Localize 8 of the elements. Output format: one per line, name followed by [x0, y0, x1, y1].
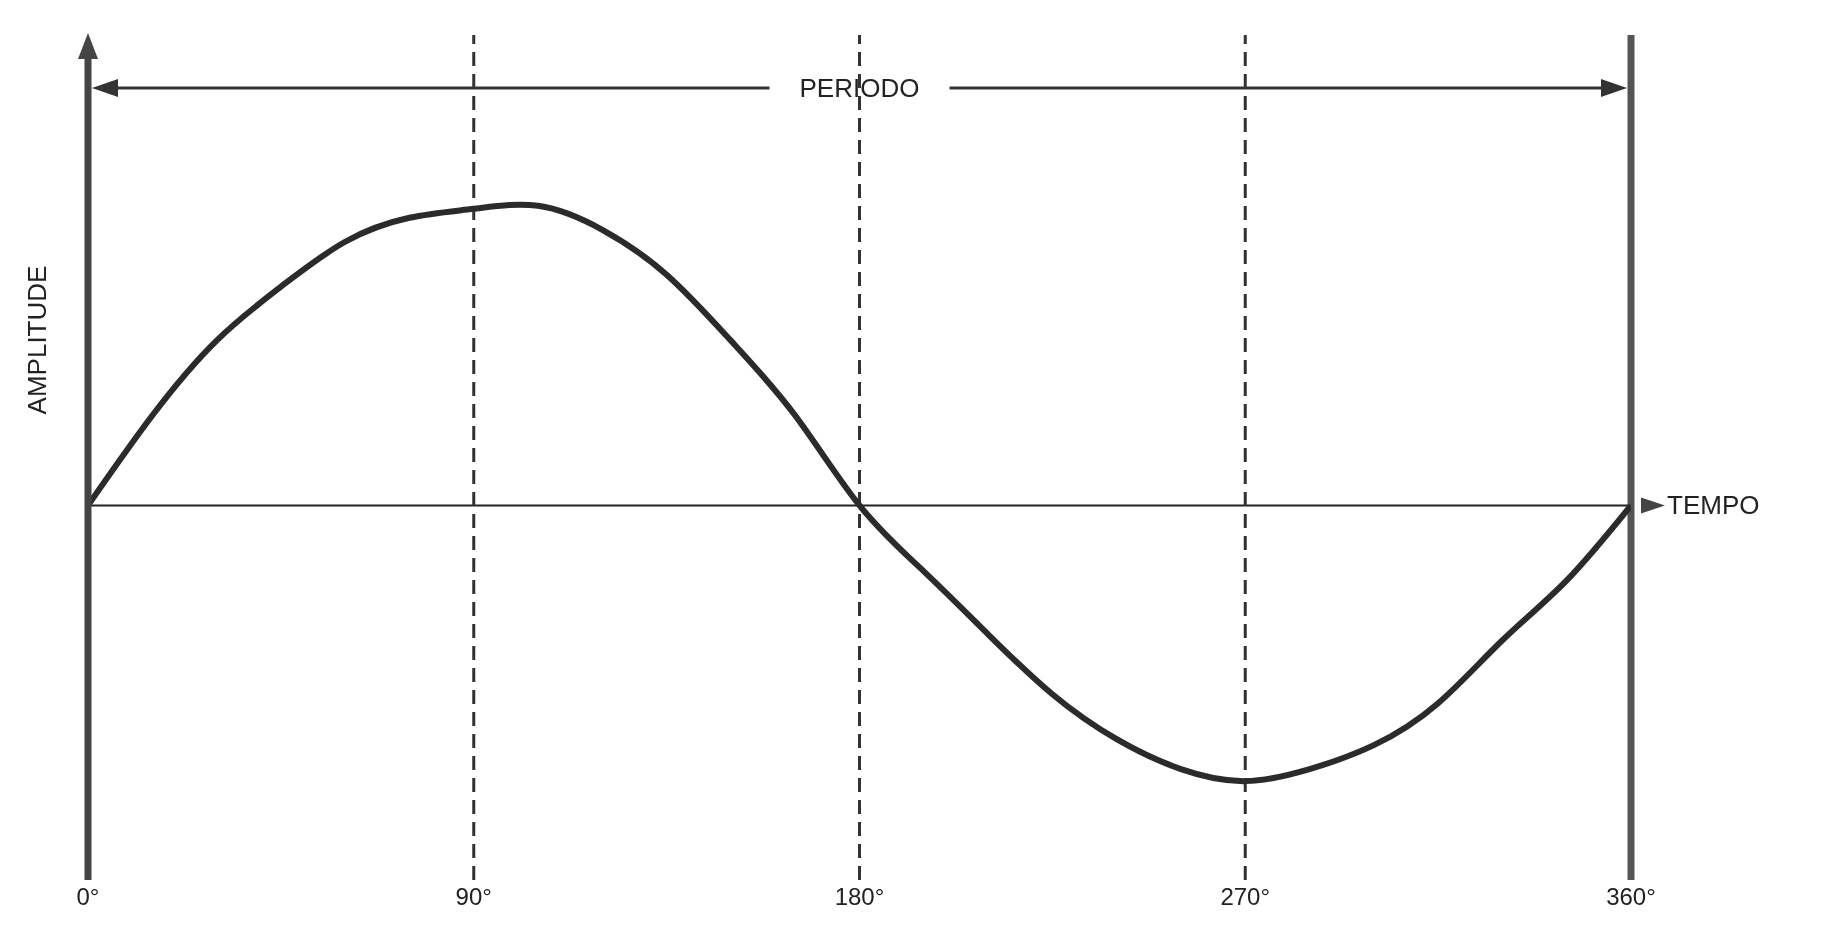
x-tick-label: 90°: [455, 883, 492, 911]
x-tick-label: 0°: [76, 883, 100, 911]
x-axis-title: TEMPO: [1667, 490, 1760, 521]
x-tick-label: 180°: [834, 883, 885, 911]
y-axis-title: AMPLITUDE: [22, 265, 52, 415]
text: PERIODO: [799, 73, 920, 103]
x-tick-label: 360°: [1606, 883, 1656, 911]
x-tick-label: 270°: [1220, 883, 1271, 911]
